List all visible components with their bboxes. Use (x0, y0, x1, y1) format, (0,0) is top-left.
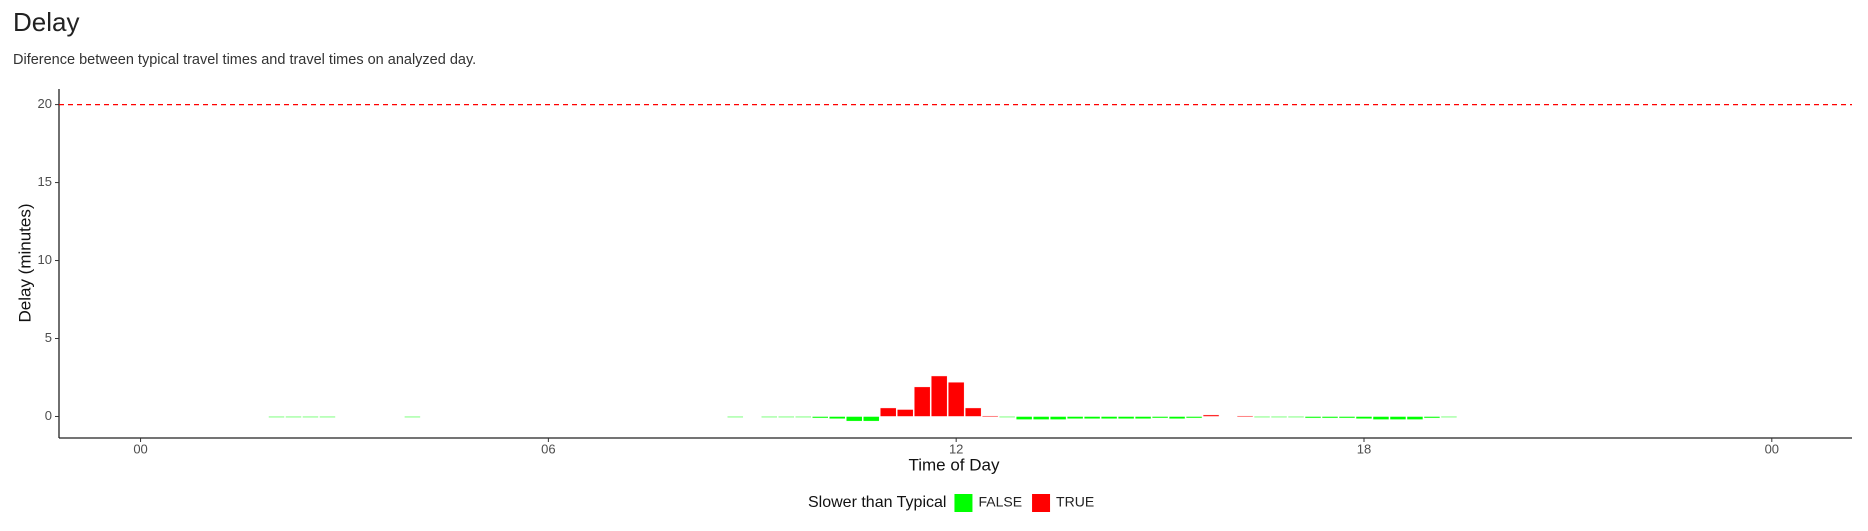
bar (1168, 416, 1186, 420)
bar (1066, 416, 1084, 420)
bar (896, 409, 914, 417)
legend-label: FALSE (978, 494, 1022, 510)
x-tick-label: 06 (541, 441, 555, 456)
bar (1049, 416, 1067, 420)
bar (1321, 416, 1339, 419)
bar (795, 416, 812, 418)
bar (1423, 416, 1441, 419)
legend-title: Slower than Typical (808, 494, 946, 511)
bar (1372, 416, 1390, 420)
y-tick-label: 10 (38, 252, 52, 267)
bar (828, 416, 846, 420)
bar (964, 407, 982, 417)
bar (1151, 416, 1169, 419)
bar (404, 416, 421, 418)
bar (913, 386, 931, 417)
bar (778, 416, 795, 418)
y-tick-label: 20 (38, 96, 52, 111)
bar (947, 381, 965, 417)
x-tick-label: 00 (1765, 441, 1779, 456)
bar (319, 416, 336, 418)
x-tick-label: 00 (133, 441, 147, 456)
bar (1287, 416, 1305, 418)
y-tick-label: 15 (38, 174, 52, 189)
bar (998, 416, 1016, 418)
bar (981, 415, 999, 417)
bar (1083, 416, 1101, 420)
bar (862, 416, 880, 422)
x-tick-label: 12 (949, 441, 963, 456)
bar (1440, 416, 1458, 418)
bar (285, 416, 302, 418)
bar (1015, 416, 1033, 420)
y-tick-label: 5 (45, 330, 52, 345)
legend-swatch (954, 494, 973, 512)
chart-title: Delay (13, 7, 79, 37)
x-axis-label: Time of Day (908, 455, 1000, 474)
bar (268, 416, 285, 418)
bar (1032, 416, 1050, 420)
bar (1355, 416, 1373, 420)
y-tick-label: 0 (45, 408, 52, 423)
bar (845, 416, 863, 422)
legend-label: TRUE (1056, 494, 1094, 510)
legend-swatch (1032, 494, 1051, 512)
bar (1389, 416, 1407, 420)
chart-subtitle: Diference between typical travel times a… (13, 52, 476, 68)
bar (1100, 416, 1118, 420)
bar (1185, 416, 1203, 419)
bar (302, 416, 319, 418)
bar (1270, 416, 1288, 418)
bar (930, 375, 948, 417)
bar (1253, 416, 1271, 418)
bar (1202, 414, 1220, 417)
x-tick-label: 18 (1357, 441, 1371, 456)
bar (1304, 416, 1322, 419)
bar (1134, 416, 1152, 420)
bar (761, 416, 778, 418)
bar (811, 416, 829, 419)
bar (1236, 415, 1254, 417)
bar (727, 416, 744, 418)
y-axis-label: Delay (minutes) (15, 203, 34, 322)
bar (1117, 416, 1135, 420)
bar (1406, 416, 1424, 420)
bar (1338, 416, 1356, 419)
bar (879, 407, 897, 417)
